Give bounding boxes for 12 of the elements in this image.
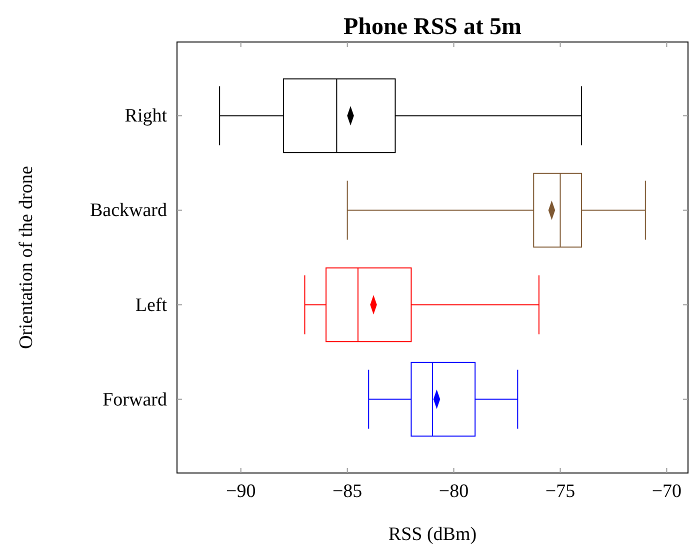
x-tick-label: −90 [226, 481, 256, 502]
x-axis-title: RSS (dBm) [388, 524, 477, 545]
chart-title: Phone RSS at 5m [343, 14, 522, 40]
y-tick-label: Right [124, 106, 168, 127]
x-tick-label: −85 [332, 481, 362, 502]
y-axis-title: Orientation of the drone [16, 166, 37, 350]
y-tick-label: Left [135, 294, 168, 316]
x-tick-label: −80 [438, 481, 469, 502]
y-tick-label: Forward [102, 389, 168, 410]
x-tick-label: −70 [652, 481, 682, 502]
y-tick-label: Backward [90, 200, 168, 222]
x-tick-label: −75 [545, 481, 576, 502]
